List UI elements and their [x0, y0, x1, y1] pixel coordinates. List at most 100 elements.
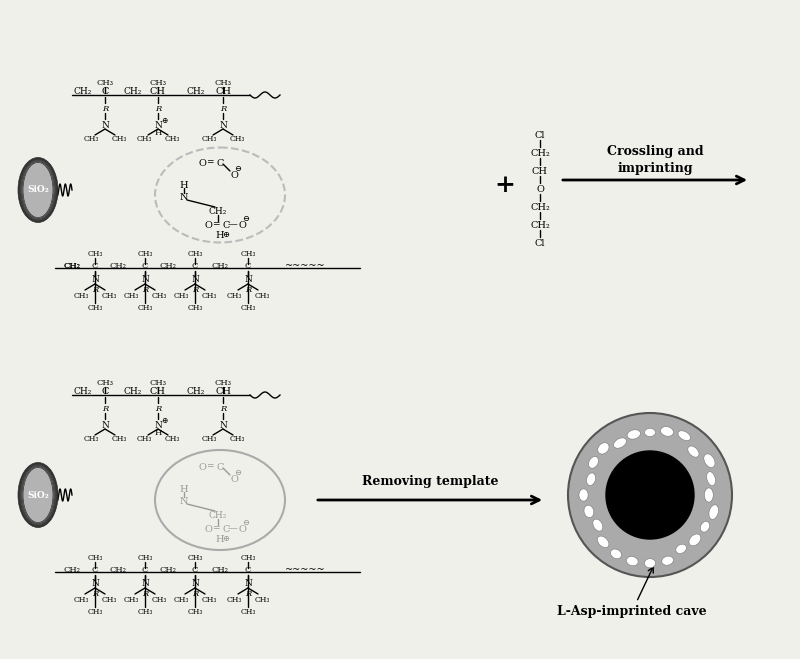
Text: CH₂: CH₂ — [209, 511, 227, 519]
Text: C: C — [222, 221, 230, 229]
Text: C: C — [102, 387, 109, 397]
Text: C: C — [216, 463, 224, 471]
Text: R: R — [102, 405, 108, 413]
Ellipse shape — [610, 549, 622, 559]
Text: H: H — [180, 484, 188, 494]
Text: N: N — [219, 121, 227, 130]
Text: ⊕: ⊕ — [222, 535, 230, 543]
Text: O: O — [198, 159, 206, 167]
Text: O: O — [238, 221, 246, 229]
Text: Removing template: Removing template — [362, 476, 498, 488]
Text: H: H — [154, 429, 162, 437]
Ellipse shape — [586, 473, 595, 486]
Text: R: R — [245, 286, 251, 294]
Text: CH₃: CH₃ — [174, 596, 189, 604]
Text: ⊖: ⊖ — [234, 165, 242, 173]
Ellipse shape — [20, 159, 56, 221]
Text: CH: CH — [215, 88, 231, 96]
Text: CH₃: CH₃ — [164, 435, 180, 443]
Text: CH₃: CH₃ — [240, 250, 256, 258]
Ellipse shape — [598, 536, 609, 548]
Text: N: N — [101, 420, 109, 430]
Text: CH₃: CH₃ — [83, 135, 98, 143]
Text: N: N — [141, 579, 149, 588]
Ellipse shape — [18, 158, 58, 223]
Text: CH₃: CH₃ — [102, 596, 117, 604]
Ellipse shape — [645, 559, 655, 568]
Text: CH₂: CH₂ — [530, 202, 550, 212]
Text: C: C — [92, 566, 98, 574]
Text: ⊕: ⊕ — [161, 117, 167, 125]
Text: CH₃: CH₃ — [111, 135, 126, 143]
Text: CH₂: CH₂ — [63, 262, 81, 270]
Text: ⊖: ⊖ — [242, 519, 250, 527]
Text: +: + — [494, 173, 515, 197]
Ellipse shape — [689, 534, 701, 546]
Text: CH₃: CH₃ — [138, 304, 153, 312]
Text: CH₃: CH₃ — [138, 554, 153, 562]
Text: CH₃: CH₃ — [97, 379, 114, 387]
Ellipse shape — [706, 472, 715, 486]
Text: CH₃: CH₃ — [136, 435, 152, 443]
Text: R: R — [142, 590, 148, 598]
Ellipse shape — [579, 489, 588, 501]
Text: O: O — [198, 463, 206, 471]
Text: O: O — [536, 185, 544, 194]
Text: O: O — [230, 474, 238, 484]
Text: H: H — [154, 129, 162, 137]
Text: H: H — [180, 181, 188, 190]
Ellipse shape — [676, 544, 686, 554]
Text: CH₃: CH₃ — [151, 596, 166, 604]
Text: N: N — [101, 121, 109, 130]
Text: CH₂: CH₂ — [211, 566, 229, 574]
Text: CH₂: CH₂ — [209, 206, 227, 215]
Text: N: N — [244, 275, 252, 285]
Text: N: N — [91, 275, 99, 285]
Text: C: C — [245, 262, 251, 270]
Ellipse shape — [23, 162, 53, 217]
Text: CH₃: CH₃ — [87, 608, 102, 616]
Text: CH₃: CH₃ — [123, 292, 138, 300]
Text: =: = — [212, 221, 220, 229]
Text: CH₃: CH₃ — [111, 435, 126, 443]
Ellipse shape — [627, 430, 641, 439]
Text: CH₃: CH₃ — [202, 435, 217, 443]
Text: C: C — [245, 566, 251, 574]
Text: CH₃: CH₃ — [187, 304, 202, 312]
Circle shape — [568, 413, 732, 577]
Text: CH₃: CH₃ — [230, 435, 245, 443]
Text: CH₃: CH₃ — [138, 250, 153, 258]
Text: CH₃: CH₃ — [150, 379, 166, 387]
Text: O: O — [204, 525, 212, 534]
Ellipse shape — [22, 161, 54, 219]
Text: CH₃: CH₃ — [226, 292, 242, 300]
Ellipse shape — [20, 465, 56, 525]
Ellipse shape — [614, 438, 626, 448]
Text: CH₂: CH₂ — [211, 262, 229, 270]
Text: CH₃: CH₃ — [240, 554, 256, 562]
Text: CH₃: CH₃ — [83, 435, 98, 443]
Text: N: N — [244, 579, 252, 588]
Text: CH₂: CH₂ — [110, 566, 126, 574]
Text: C: C — [216, 159, 224, 167]
Text: CH₂: CH₂ — [187, 88, 205, 96]
Text: ⊖: ⊖ — [234, 469, 242, 477]
Text: CH₃: CH₃ — [74, 292, 89, 300]
Text: N: N — [219, 420, 227, 430]
Ellipse shape — [19, 158, 57, 221]
Text: CH₂: CH₂ — [110, 262, 126, 270]
Text: SiO₂: SiO₂ — [27, 490, 49, 500]
Text: CH: CH — [532, 167, 548, 175]
Text: —: — — [227, 525, 237, 534]
Text: L-Asp-imprinted cave: L-Asp-imprinted cave — [557, 567, 707, 618]
Text: CH₃: CH₃ — [187, 608, 202, 616]
Text: CH₃: CH₃ — [240, 608, 256, 616]
Text: CH₃: CH₃ — [151, 292, 166, 300]
Text: CH₂: CH₂ — [530, 148, 550, 158]
Text: N: N — [180, 496, 188, 505]
Text: O: O — [204, 221, 212, 229]
Ellipse shape — [21, 465, 55, 525]
Text: R: R — [142, 286, 148, 294]
Text: CH₃: CH₃ — [254, 596, 270, 604]
Text: R: R — [192, 286, 198, 294]
